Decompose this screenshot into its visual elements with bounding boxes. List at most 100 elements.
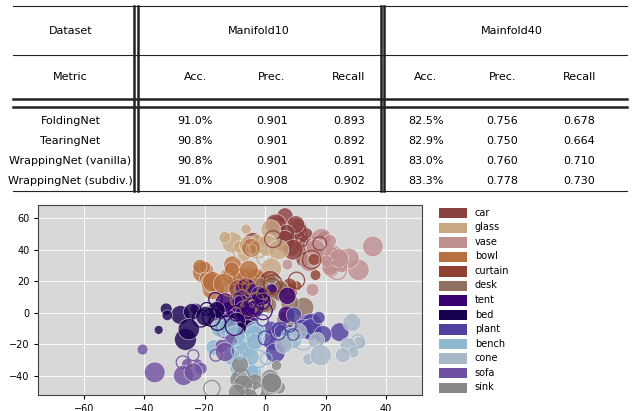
Point xyxy=(284,289,294,296)
Point xyxy=(278,342,289,348)
Text: 0.901: 0.901 xyxy=(256,116,288,126)
Text: glass: glass xyxy=(475,222,500,232)
Text: Acc.: Acc. xyxy=(414,72,437,82)
Point xyxy=(250,330,260,337)
Point xyxy=(259,299,269,305)
Point xyxy=(231,318,241,324)
Point xyxy=(238,381,248,388)
Point xyxy=(193,360,203,367)
Point xyxy=(253,246,263,252)
Point xyxy=(328,258,338,265)
Point xyxy=(279,238,289,245)
Text: Dataset: Dataset xyxy=(49,25,92,36)
Point xyxy=(284,282,294,289)
Point xyxy=(289,312,299,318)
Text: bed: bed xyxy=(475,309,493,320)
Point xyxy=(232,298,243,305)
Point xyxy=(254,291,264,298)
Text: 0.892: 0.892 xyxy=(333,136,365,146)
Point xyxy=(257,299,268,305)
Text: sofa: sofa xyxy=(475,368,495,378)
Point xyxy=(287,246,297,252)
Point xyxy=(321,258,332,265)
Point xyxy=(325,238,335,244)
Point xyxy=(273,286,283,293)
Point xyxy=(235,325,245,332)
Point xyxy=(234,347,244,354)
Point xyxy=(282,312,292,318)
Point xyxy=(268,236,278,242)
Point xyxy=(256,293,266,300)
Point xyxy=(259,254,269,261)
Point xyxy=(265,278,275,284)
Point xyxy=(291,277,301,284)
FancyBboxPatch shape xyxy=(439,324,467,335)
Text: 82.5%: 82.5% xyxy=(408,116,444,126)
Text: 0.901: 0.901 xyxy=(256,156,288,166)
Text: 0.902: 0.902 xyxy=(333,175,365,185)
Point xyxy=(303,356,314,363)
Point xyxy=(220,349,230,355)
Point xyxy=(219,319,229,325)
Point xyxy=(246,299,257,306)
Point xyxy=(285,323,295,329)
Text: Prec.: Prec. xyxy=(259,72,285,82)
Point xyxy=(268,336,278,343)
Point xyxy=(332,267,342,274)
Point xyxy=(253,356,264,362)
Point xyxy=(243,327,253,333)
Point xyxy=(225,311,235,318)
Point xyxy=(218,313,228,319)
Point xyxy=(286,285,296,292)
Point xyxy=(221,272,232,279)
Point xyxy=(316,235,326,242)
Point xyxy=(207,385,217,392)
Point xyxy=(180,336,191,343)
Point xyxy=(303,322,314,328)
Point xyxy=(246,321,257,327)
Text: desk: desk xyxy=(475,280,498,291)
Point xyxy=(271,222,281,228)
Text: vase: vase xyxy=(475,237,498,247)
Point xyxy=(278,231,289,238)
Point xyxy=(243,285,253,291)
Point xyxy=(282,293,292,299)
Point xyxy=(300,232,310,239)
Text: cone: cone xyxy=(475,353,499,363)
Point xyxy=(307,286,317,293)
Point xyxy=(249,304,259,310)
Point xyxy=(234,347,244,354)
Text: FoldingNet: FoldingNet xyxy=(40,116,100,126)
Point xyxy=(212,319,223,326)
Point xyxy=(219,280,229,287)
FancyBboxPatch shape xyxy=(439,295,467,306)
Point xyxy=(257,317,268,323)
Point xyxy=(327,252,337,258)
Point xyxy=(268,280,278,287)
Point xyxy=(273,283,283,290)
Point xyxy=(231,310,241,316)
FancyBboxPatch shape xyxy=(439,353,467,364)
Point xyxy=(209,344,219,351)
Text: car: car xyxy=(475,208,490,218)
Point xyxy=(260,335,270,342)
Point xyxy=(310,337,321,344)
Point xyxy=(222,322,232,329)
Point xyxy=(255,279,266,286)
Point xyxy=(261,355,271,362)
Point xyxy=(243,242,253,249)
Point xyxy=(200,313,211,319)
Text: bench: bench xyxy=(475,339,505,349)
Point xyxy=(227,302,237,309)
Point xyxy=(244,338,254,344)
Point xyxy=(249,305,259,311)
Point xyxy=(182,361,192,367)
Point xyxy=(266,265,276,272)
Point xyxy=(274,247,284,253)
Point xyxy=(223,306,234,313)
Point xyxy=(187,309,197,315)
Point xyxy=(220,316,230,323)
Point xyxy=(220,325,230,332)
Point xyxy=(353,338,363,344)
Point xyxy=(195,263,205,270)
